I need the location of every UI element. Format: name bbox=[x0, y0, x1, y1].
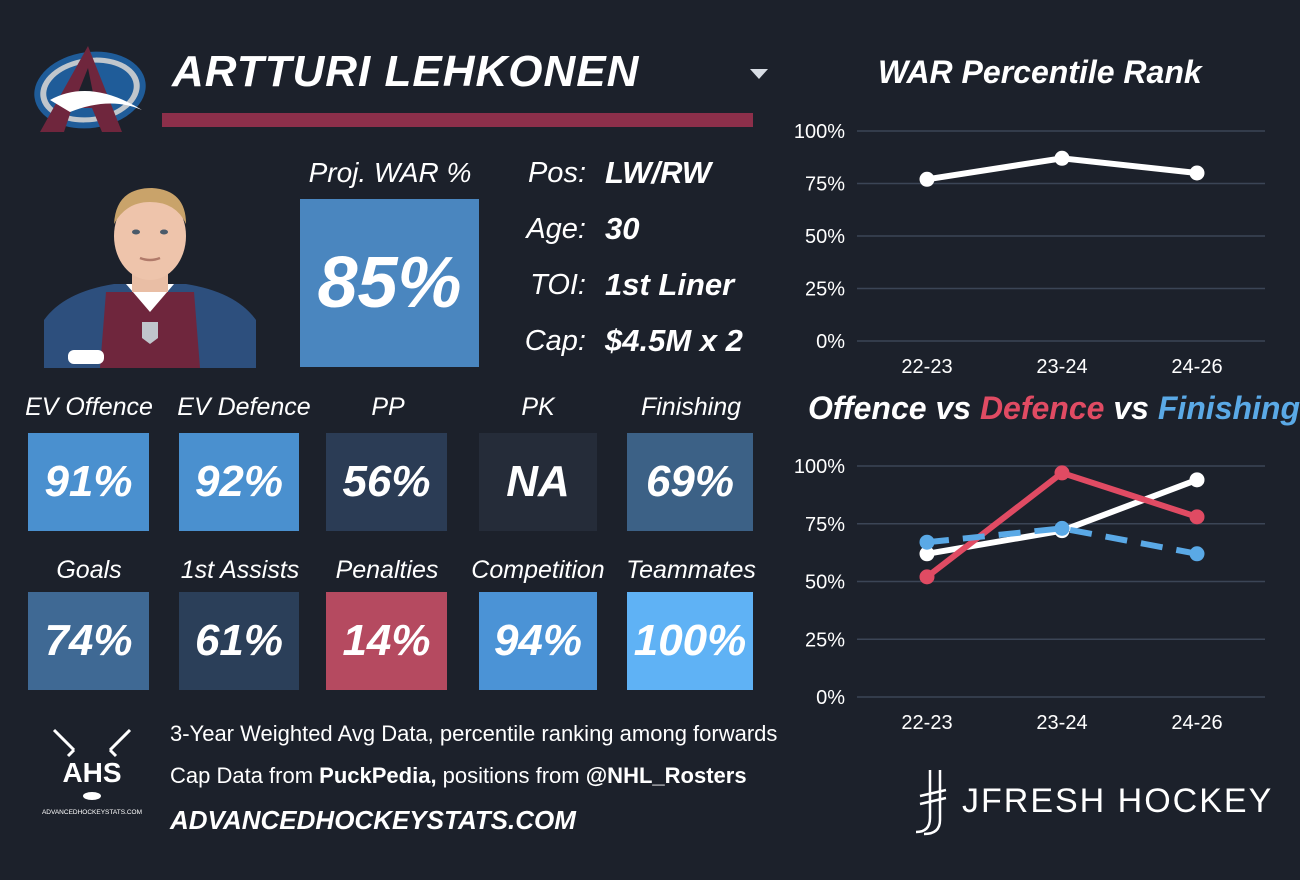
proj-war-label: Proj. WAR % bbox=[308, 157, 472, 188]
stat-value-finishing: 69% bbox=[627, 433, 753, 531]
bio-value-cap: $4.5M x 2 bbox=[605, 323, 743, 358]
stat-label-1st-assists: 1st Assists bbox=[180, 556, 300, 584]
bio-label-toi: TOI: bbox=[530, 269, 586, 301]
chart2-title-vs-1: vs bbox=[926, 390, 980, 426]
offence-defence-finishing-chart: 0% 25% 50% 75% 100% 22-23 23-24 24-26 bbox=[794, 456, 1265, 734]
player-headshot bbox=[44, 180, 256, 368]
data-point-finishing bbox=[1189, 546, 1205, 562]
bio-value-age: 30 bbox=[605, 211, 640, 246]
chevron-down-icon[interactable] bbox=[750, 66, 768, 79]
stat-value-penalties: 14% bbox=[326, 592, 447, 690]
data-point-war bbox=[919, 171, 935, 187]
stat-label-goals: Goals bbox=[56, 556, 122, 584]
y-tick-label: 25% bbox=[805, 279, 845, 301]
ahs-logo-text: AHS bbox=[62, 757, 121, 788]
proj-war-value: 85% bbox=[300, 199, 479, 367]
ahs-url-link[interactable]: ADVANCEDHOCKEYSTATS.COM bbox=[170, 805, 576, 835]
stat-value-pk: NA bbox=[479, 433, 597, 531]
data-point-defence bbox=[919, 569, 935, 585]
y-tick-label: 50% bbox=[805, 226, 845, 248]
stat-label-finishing: Finishing bbox=[640, 393, 742, 421]
bio-label-pos: Pos: bbox=[527, 157, 586, 189]
stat-label-penalties: Penalties bbox=[335, 556, 439, 584]
stat-label-pk: PK bbox=[521, 393, 555, 421]
player-name: ARTTURI LEHKONEN bbox=[172, 47, 640, 96]
stat-value-teammates: 100% bbox=[627, 592, 753, 690]
chart2-title-defence: Defence bbox=[979, 390, 1105, 426]
chart2-title: Offence vs Defence vs Finishing bbox=[808, 388, 1300, 428]
chart2-title-finishing: Finishing bbox=[1157, 390, 1300, 426]
y-tick-label: 100% bbox=[794, 456, 845, 478]
data-point-offence bbox=[1189, 472, 1205, 488]
nhl-rosters-link[interactable]: @NHL_Rosters bbox=[585, 763, 747, 788]
data-point-finishing bbox=[919, 534, 935, 550]
stat-label-ev-offence: EV Offence bbox=[25, 393, 153, 421]
data-point-finishing bbox=[1054, 520, 1070, 536]
data-point-war bbox=[1054, 150, 1070, 166]
stat-label-competition: Competition bbox=[471, 556, 605, 584]
war-percentile-chart: 0% 25% 50% 75% 100% 22-23 23-24 24-26 bbox=[794, 121, 1265, 378]
data-point-defence bbox=[1189, 509, 1205, 525]
footer-note-2-mid: positions from bbox=[436, 763, 586, 788]
stat-label-ev-defence: EV Defence bbox=[177, 393, 311, 421]
x-tick-label: 24-26 bbox=[1171, 356, 1222, 378]
team-logo bbox=[30, 38, 148, 134]
footer-note-2-prefix: Cap Data from bbox=[170, 763, 320, 788]
x-tick-label: 24-26 bbox=[1171, 712, 1222, 734]
stat-value-goals: 74% bbox=[28, 592, 149, 690]
stat-value-ev-offence: 91% bbox=[28, 433, 149, 531]
stat-value-1st-assists: 61% bbox=[179, 592, 299, 690]
jfresh-logo-icon bbox=[906, 768, 950, 836]
y-tick-label: 75% bbox=[805, 514, 845, 536]
ahs-logo: AHS ADVANCEDHOCKEYSTATS.COM bbox=[40, 724, 144, 818]
puckpedia-link[interactable]: PuckPedia, bbox=[319, 763, 437, 788]
bio-label-cap: Cap: bbox=[524, 325, 586, 357]
data-point-defence bbox=[1054, 465, 1070, 481]
chart1-title: WAR Percentile Rank bbox=[878, 54, 1202, 90]
bio-value-pos: LW/RW bbox=[605, 155, 712, 190]
y-tick-label: 25% bbox=[805, 629, 845, 651]
bio-value-toi: 1st Liner bbox=[605, 267, 735, 302]
data-point-war bbox=[1189, 165, 1205, 181]
stat-value-ev-defence: 92% bbox=[179, 433, 299, 531]
stat-label-pp: PP bbox=[371, 393, 405, 421]
jfresh-hockey-brand: JFRESH HOCKEY bbox=[962, 782, 1274, 820]
x-tick-label: 23-24 bbox=[1036, 356, 1087, 378]
stat-value-competition: 94% bbox=[479, 592, 597, 690]
y-tick-label: 100% bbox=[794, 121, 845, 143]
x-tick-label: 22-23 bbox=[901, 712, 952, 734]
chart2-title-vs-2: vs bbox=[1104, 390, 1158, 426]
y-tick-label: 0% bbox=[816, 687, 845, 709]
x-tick-label: 23-24 bbox=[1036, 712, 1087, 734]
ahs-logo-subtext: ADVANCEDHOCKEYSTATS.COM bbox=[42, 809, 142, 816]
stat-label-teammates: Teammates bbox=[626, 556, 756, 584]
chart2-title-offence: Offence bbox=[808, 390, 927, 426]
name-underline bbox=[162, 113, 753, 127]
y-tick-label: 50% bbox=[805, 572, 845, 594]
y-tick-label: 75% bbox=[805, 174, 845, 196]
footer-note-1: 3-Year Weighted Avg Data, percentile ran… bbox=[170, 721, 778, 746]
y-tick-label: 0% bbox=[816, 331, 845, 353]
bio-label-age: Age: bbox=[526, 213, 586, 245]
series-line-finishing bbox=[926, 525, 1198, 557]
x-tick-label: 22-23 bbox=[901, 356, 952, 378]
footer-note-2: Cap Data from PuckPedia, positions from … bbox=[170, 761, 747, 791]
stat-value-pp: 56% bbox=[326, 433, 447, 531]
